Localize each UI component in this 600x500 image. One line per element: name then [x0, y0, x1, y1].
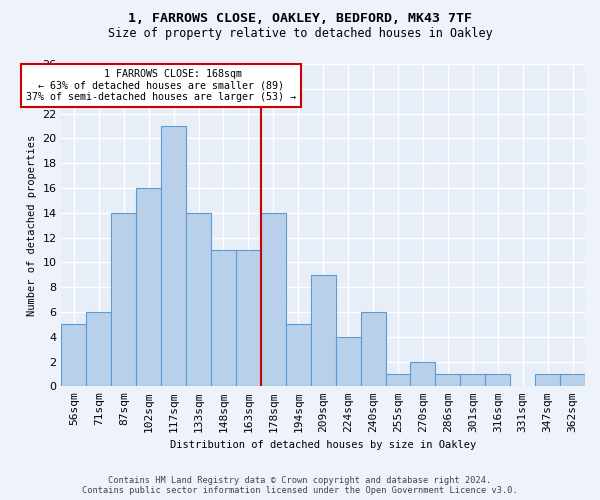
Bar	[286, 324, 311, 386]
Text: Size of property relative to detached houses in Oakley: Size of property relative to detached ho…	[107, 28, 493, 40]
Bar	[485, 374, 510, 386]
Bar	[410, 362, 436, 386]
Bar	[386, 374, 410, 386]
Bar	[261, 213, 286, 386]
Bar	[211, 250, 236, 386]
Bar	[460, 374, 485, 386]
Bar	[161, 126, 186, 386]
Bar	[436, 374, 460, 386]
Bar	[136, 188, 161, 386]
Y-axis label: Number of detached properties: Number of detached properties	[27, 134, 37, 316]
Bar	[335, 336, 361, 386]
Bar	[86, 312, 111, 386]
Text: 1, FARROWS CLOSE, OAKLEY, BEDFORD, MK43 7TF: 1, FARROWS CLOSE, OAKLEY, BEDFORD, MK43 …	[128, 12, 472, 26]
Text: Contains HM Land Registry data © Crown copyright and database right 2024.
Contai: Contains HM Land Registry data © Crown c…	[82, 476, 518, 495]
Text: 1 FARROWS CLOSE: 168sqm
← 63% of detached houses are smaller (89)
37% of semi-de: 1 FARROWS CLOSE: 168sqm ← 63% of detache…	[26, 69, 296, 102]
X-axis label: Distribution of detached houses by size in Oakley: Distribution of detached houses by size …	[170, 440, 476, 450]
Bar	[361, 312, 386, 386]
Bar	[560, 374, 585, 386]
Bar	[535, 374, 560, 386]
Bar	[311, 274, 335, 386]
Bar	[61, 324, 86, 386]
Bar	[236, 250, 261, 386]
Bar	[111, 213, 136, 386]
Bar	[186, 213, 211, 386]
